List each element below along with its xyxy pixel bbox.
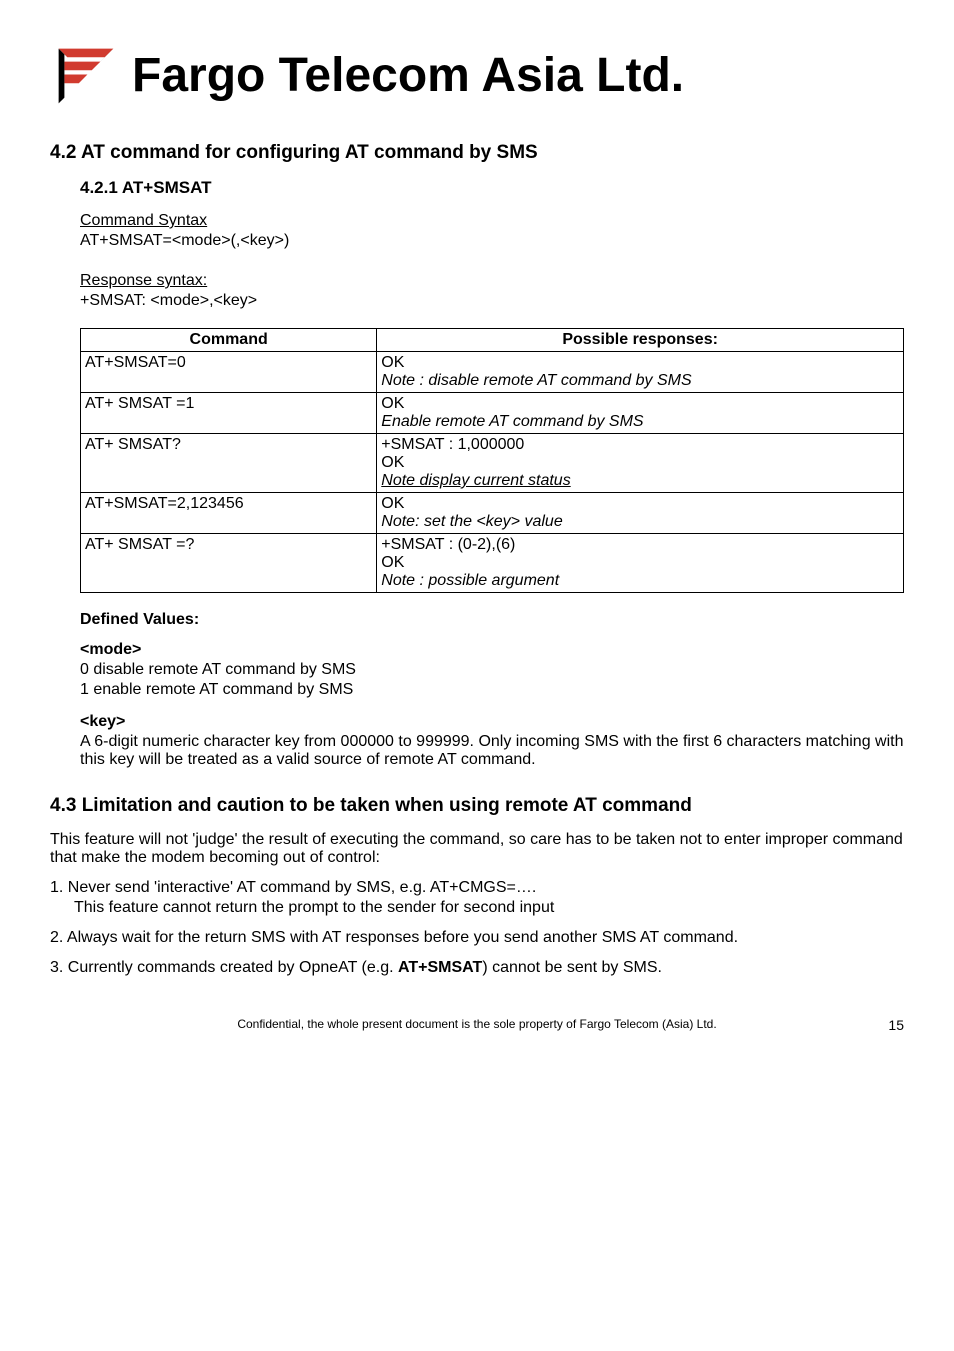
item-3-post: ) cannot be sent by SMS. [482,959,662,976]
command-syntax-label: Command Syntax [80,212,904,230]
response-line: OK [381,495,899,513]
key-desc: A 6-digit numeric character key from 000… [80,733,904,769]
response-line: +SMSAT : (0-2),(6) [381,536,899,554]
logo-mark [50,40,122,112]
response-line: Note display current status [381,472,899,490]
response-line: Enable remote AT command by SMS [381,413,899,431]
response-line: OK [381,354,899,372]
section-4-3-heading: 4.3 Limitation and caution to be taken w… [50,795,904,817]
table-cell-command: AT+ SMSAT? [81,434,377,493]
command-syntax: AT+SMSAT=<mode>(,<key>) [80,232,904,250]
page-number: 15 [888,1017,904,1033]
table-row: AT+ SMSAT =1OKEnable remote AT command b… [81,393,904,434]
table-row: AT+SMSAT=2,123456OKNote: set the <key> v… [81,493,904,534]
table-cell-command: AT+ SMSAT =? [81,534,377,593]
logo-header: Fargo Telecom Asia Ltd. [50,40,904,112]
response-line: OK [381,454,899,472]
response-line: Note : disable remote AT command by SMS [381,372,899,390]
response-syntax-label: Response syntax: [80,272,904,290]
table-cell-response: +SMSAT : (0-2),(6)OKNote : possible argu… [377,534,904,593]
table-header-command: Command [81,329,377,352]
mode-1: 1 enable remote AT command by SMS [80,681,904,699]
item-3: 3. Currently commands created by OpneAT … [50,959,904,977]
table-cell-response: +SMSAT : 1,000000OKNote display current … [377,434,904,493]
footer: Confidential, the whole present document… [50,1017,904,1031]
response-line: OK [381,395,899,413]
footer-text: Confidential, the whole present document… [237,1017,716,1031]
command-table: Command Possible responses: AT+SMSAT=0OK… [80,328,904,593]
item-3-pre: 3. Currently commands created by OpneAT … [50,959,398,976]
section-4-2-1-heading: 4.2.1 AT+SMSAT [80,178,904,198]
mode-0: 0 disable remote AT command by SMS [80,661,904,679]
table-row: AT+ SMSAT =?+SMSAT : (0-2),(6)OKNote : p… [81,534,904,593]
table-cell-response: OKEnable remote AT command by SMS [377,393,904,434]
table-cell-response: OKNote: set the <key> value [377,493,904,534]
item-1: 1. Never send 'interactive' AT command b… [50,879,904,897]
table-cell-command: AT+ SMSAT =1 [81,393,377,434]
table-cell-command: AT+SMSAT=0 [81,352,377,393]
response-line: +SMSAT : 1,000000 [381,436,899,454]
item-2: 2. Always wait for the return SMS with A… [50,929,904,947]
mode-label: <mode> [80,641,904,659]
table-row: AT+SMSAT=0OKNote : disable remote AT com… [81,352,904,393]
table-cell-response: OKNote : disable remote AT command by SM… [377,352,904,393]
table-row: AT+ SMSAT?+SMSAT : 1,000000OKNote displa… [81,434,904,493]
table-header-responses: Possible responses: [377,329,904,352]
key-label: <key> [80,713,904,731]
item-3-bold: AT+SMSAT [398,959,482,976]
response-line: OK [381,554,899,572]
section-4-3-intro: This feature will not 'judge' the result… [50,831,904,867]
response-syntax: +SMSAT: <mode>,<key> [80,292,904,310]
company-name: Fargo Telecom Asia Ltd. [132,52,684,100]
defined-values-label: Defined Values: [80,611,904,629]
table-cell-command: AT+SMSAT=2,123456 [81,493,377,534]
item-1-sub: This feature cannot return the prompt to… [74,899,904,917]
response-line: Note : possible argument [381,572,899,590]
section-4-2-heading: 4.2 AT command for configuring AT comman… [50,142,904,164]
response-line: Note: set the <key> value [381,513,899,531]
